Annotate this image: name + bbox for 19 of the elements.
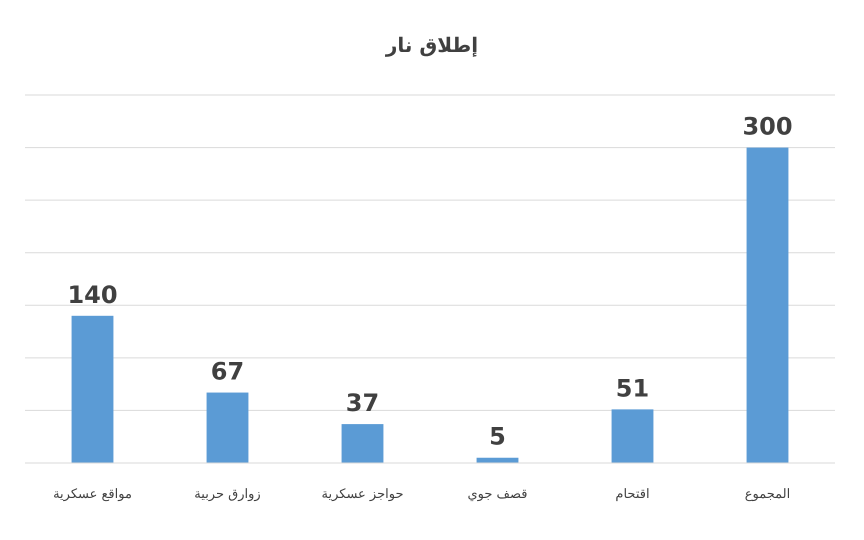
bar [342, 424, 384, 463]
bar [206, 392, 248, 463]
bar [746, 148, 788, 463]
bar [476, 458, 518, 463]
data-label: 5 [489, 422, 506, 451]
x-tick-label: المجموع [744, 487, 790, 502]
x-tick-label: قصف جوي [467, 487, 528, 502]
chart-title: إطلاق نار [384, 33, 478, 57]
x-tick-label: مواقع عسكرية [53, 487, 132, 502]
data-label: 140 [67, 280, 118, 309]
bar [72, 316, 114, 463]
x-tick-label: حواجز عسكرية [322, 487, 404, 502]
data-label: 51 [616, 374, 650, 402]
x-tick-label: زوارق حربية [194, 487, 261, 502]
bar [612, 409, 654, 463]
x-tick-label: اقتحام [615, 487, 650, 502]
data-label: 67 [210, 358, 244, 386]
data-label: 37 [346, 389, 380, 418]
data-label: 300 [742, 112, 793, 141]
